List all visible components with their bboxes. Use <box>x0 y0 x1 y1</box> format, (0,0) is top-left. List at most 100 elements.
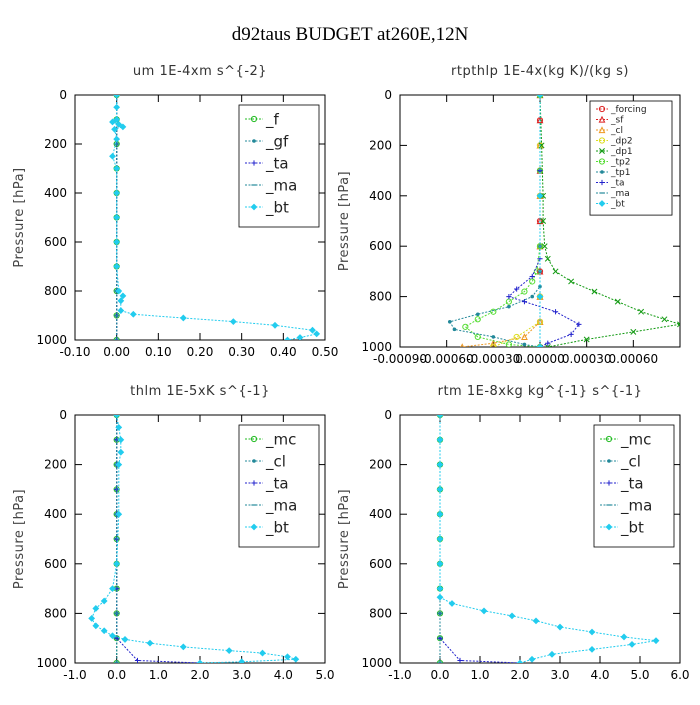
y-tick-label: 1000 <box>36 333 67 347</box>
x-tick-label: 5.0 <box>315 668 334 682</box>
data-point <box>536 217 544 225</box>
data-point <box>536 192 544 200</box>
data-point <box>652 637 660 645</box>
x-tick-label: 2.0 <box>510 668 529 682</box>
legend-label: _mc <box>265 430 296 449</box>
data-point <box>113 103 121 111</box>
data-point <box>117 436 125 444</box>
data-point <box>630 328 637 335</box>
y-tick-label: 1000 <box>361 340 392 354</box>
x-tick-label: 3.0 <box>232 668 251 682</box>
data-point <box>583 336 590 343</box>
data-point <box>115 461 123 468</box>
data-point <box>528 655 536 663</box>
x-tick-label: 3.0 <box>550 668 569 682</box>
legend-label: _cl <box>610 126 623 136</box>
x-tick-label: 0.00060 <box>609 352 659 366</box>
legend-label: _ma <box>265 496 297 515</box>
data-point <box>548 650 556 658</box>
data-point <box>313 330 321 338</box>
y-tick-label: 600 <box>369 239 392 253</box>
data-point <box>544 344 551 347</box>
data-point <box>540 218 547 224</box>
data-point <box>109 585 116 592</box>
data-point <box>514 286 520 292</box>
data-point <box>179 314 187 322</box>
data-point <box>92 605 100 612</box>
data-point <box>196 659 204 663</box>
data-point <box>513 333 520 341</box>
data-point <box>129 310 137 318</box>
legend-label: _dp2 <box>610 137 633 147</box>
legend-marker <box>599 179 605 186</box>
chart-um: um 1E-4xm s^{-2} Pressure [hPa] 0 200 400 600… <box>12 64 338 359</box>
data-point <box>588 628 596 636</box>
data-point <box>238 658 246 663</box>
x-tick-label: -1.0 <box>63 668 86 682</box>
legend-label: _bt <box>265 518 289 537</box>
x-tick-label: 1.0 <box>470 668 489 682</box>
data-point <box>119 123 127 131</box>
data-point <box>536 95 544 99</box>
data-point <box>490 343 497 347</box>
plot-area <box>447 95 680 347</box>
y-tick-label: 1000 <box>361 656 392 670</box>
data-point <box>457 657 463 663</box>
data-point <box>576 321 582 327</box>
data-point <box>591 288 598 295</box>
data-point <box>284 653 291 661</box>
data-point <box>538 284 542 289</box>
data-point <box>134 657 141 663</box>
data-point <box>436 593 444 601</box>
y-tick-label: 800 <box>44 606 67 620</box>
data-point <box>544 255 551 262</box>
data-point <box>117 307 125 314</box>
legend-marker <box>252 139 256 143</box>
y-tick-label: 400 <box>44 186 67 200</box>
data-point <box>284 336 291 340</box>
data-point <box>229 318 237 326</box>
data-point <box>109 632 116 640</box>
legend-marker <box>598 137 606 144</box>
x-tick-label: 0.50 <box>312 345 339 359</box>
y-axis-label: Pressure [hPa] <box>12 489 27 589</box>
x-tick-label: 5.0 <box>630 668 649 682</box>
data-point <box>491 335 496 339</box>
chart-title: rtpthlp 1E-4x(kg K)/(kg s) <box>451 64 629 79</box>
y-tick-label: 600 <box>44 235 67 249</box>
data-point <box>588 645 596 653</box>
y-tick-label: 400 <box>369 189 392 203</box>
data-point <box>521 299 528 305</box>
data-point <box>522 342 527 347</box>
y-tick-label: 800 <box>369 290 392 304</box>
data-point <box>146 639 154 647</box>
data-point <box>508 612 516 620</box>
legend-label: _gf <box>265 132 289 151</box>
data-point <box>113 135 121 143</box>
figure-title: d92taus BUDGET at260E,12N <box>232 24 469 45</box>
data-point <box>475 312 480 317</box>
data-point <box>121 636 129 643</box>
data-point <box>521 288 528 295</box>
data-point <box>115 424 123 431</box>
data-point <box>474 316 481 323</box>
y-tick-label: 200 <box>369 138 392 152</box>
data-point <box>541 243 548 250</box>
data-point <box>532 617 540 625</box>
y-tick-label: 0 <box>384 408 392 422</box>
legend: _f _gf _ta _ma _bt <box>238 104 320 228</box>
data-point <box>292 655 300 663</box>
chart-title: um 1E-4xm s^{-2} <box>133 64 267 79</box>
data-point <box>530 294 535 299</box>
legend-marker <box>598 115 606 123</box>
legend-label: _tp2 <box>610 158 630 168</box>
series-line <box>439 415 521 663</box>
legend-label: _ta <box>620 474 644 493</box>
series-bt <box>536 95 544 347</box>
data-point <box>109 118 116 126</box>
legend: _mc _cl _ta _ma _bt <box>238 424 320 548</box>
x-tick-label: -0.00060 <box>420 352 474 366</box>
plot-frame <box>399 414 681 664</box>
data-point <box>111 125 118 133</box>
data-point <box>113 415 121 419</box>
